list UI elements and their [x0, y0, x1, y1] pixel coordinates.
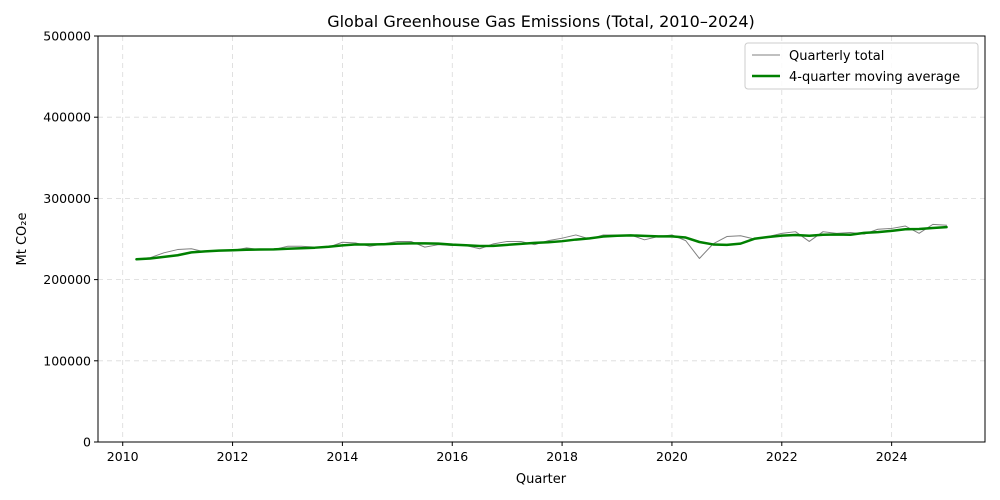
legend: Quarterly total 4-quarter moving average [744, 42, 979, 90]
x-axis-title: Quarter [516, 472, 567, 487]
y-tick-label: 100000 [43, 353, 91, 368]
x-tick-label: 2012 [217, 449, 249, 464]
legend-label-quarterly: Quarterly total [789, 49, 884, 64]
x-tick-label: 2010 [107, 449, 139, 464]
x-tick-label: 2016 [436, 449, 468, 464]
x-tick-label: 2020 [656, 449, 688, 464]
x-tick-label: 2022 [766, 449, 798, 464]
y-tick-label: 200000 [43, 272, 91, 287]
chart-title: Global Greenhouse Gas Emissions (Total, … [327, 12, 755, 31]
x-tick-label: 2014 [326, 449, 358, 464]
y-tick-label: 400000 [43, 110, 91, 125]
y-axis-title: Mt CO₂e [15, 213, 30, 266]
series-line-moving-average [135, 225, 948, 261]
x-tick-label: 2018 [546, 449, 578, 464]
plot-area-frame [97, 35, 986, 443]
x-axis-ticks: 2010 2012 2014 2016 2018 2020 2022 2024 [107, 442, 908, 464]
grid-lines [98, 35, 985, 443]
y-tick-label: 300000 [43, 191, 91, 206]
series-lines [135, 223, 948, 261]
y-tick-label: 0 [83, 435, 91, 450]
y-axis-ticks: 0 100000 200000 300000 400000 500000 [43, 29, 98, 450]
y-tick-label: 500000 [43, 29, 91, 44]
legend-label-moving-average: 4-quarter moving average [789, 70, 960, 85]
legend-box [744, 42, 979, 90]
x-tick-label: 2024 [876, 449, 908, 464]
